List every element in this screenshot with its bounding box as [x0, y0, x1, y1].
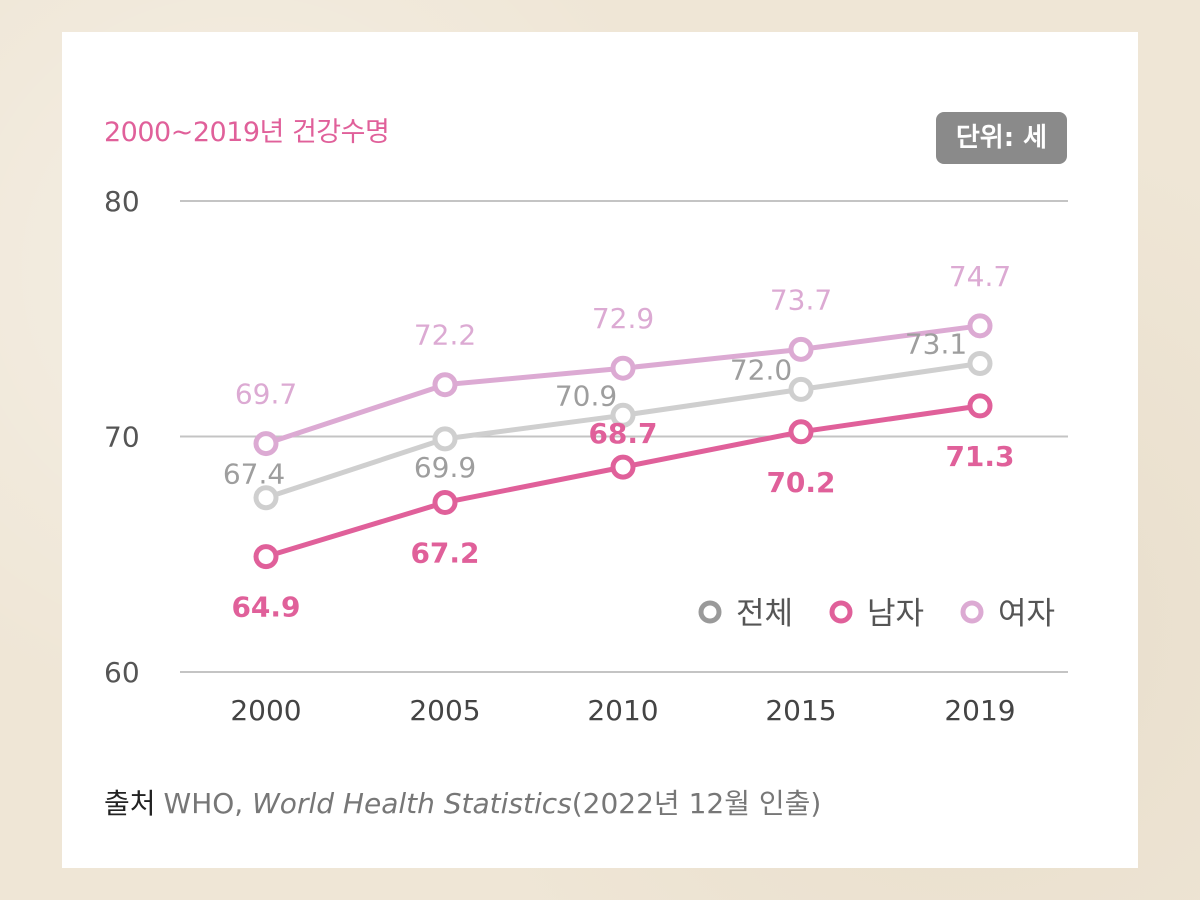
x-tick-label: 2019 — [944, 694, 1015, 727]
gridlines — [180, 200, 1068, 673]
data-label: 73.1 — [905, 327, 967, 360]
data-label: 73.7 — [770, 283, 832, 316]
x-tick-label: 2015 — [765, 694, 836, 727]
legend-label: 여자 — [998, 596, 1055, 632]
data-point — [610, 402, 636, 428]
data-label: 67.4 — [223, 458, 285, 491]
data-point — [253, 485, 279, 511]
data-label: 69.9 — [414, 451, 476, 484]
unit-badge: 단위: 세 — [936, 112, 1067, 164]
data-point — [788, 419, 814, 445]
data-point — [610, 355, 636, 381]
source-publication: World Health Statistics — [252, 787, 572, 820]
data-label: 72.2 — [414, 319, 476, 352]
y-tick-label: 60 — [104, 656, 140, 689]
data-point — [432, 489, 458, 515]
data-point — [432, 426, 458, 452]
source-org: WHO, — [163, 787, 244, 820]
data-point — [253, 431, 279, 457]
legend: 전체 남자 여자 — [698, 596, 1055, 632]
data-label: 72.9 — [592, 302, 654, 335]
x-tick-label: 2010 — [587, 694, 658, 727]
data-label: 68.7 — [588, 417, 657, 450]
data-label: 70.2 — [766, 466, 835, 499]
data-point — [788, 336, 814, 362]
source-date: (2022년 12월 인출) — [571, 787, 822, 820]
data-point — [967, 393, 993, 419]
data-label: 70.9 — [555, 379, 617, 412]
data-point — [788, 376, 814, 402]
data-point — [967, 313, 993, 339]
chart-card — [62, 32, 1138, 868]
legend-marker — [829, 600, 853, 624]
data-label: 72.0 — [730, 353, 792, 386]
data-label: 64.9 — [231, 591, 300, 624]
y-tick-label: 80 — [104, 185, 140, 218]
x-tick-label: 2000 — [230, 694, 301, 727]
data-label: 71.3 — [945, 440, 1014, 473]
legend-label: 남자 — [867, 596, 924, 632]
x-tick-label: 2005 — [409, 694, 480, 727]
data-point — [610, 454, 636, 480]
data-point — [432, 372, 458, 398]
chart-title: 2000~2019년 건강수명 — [104, 117, 390, 148]
y-tick-label: 70 — [104, 421, 140, 454]
data-label: 67.2 — [410, 536, 479, 569]
legend-marker — [960, 600, 984, 624]
source-line: 출처 WHO, World Health Statistics(2022년 12월… — [104, 782, 821, 822]
data-label: 69.7 — [235, 378, 297, 411]
source-label: 출처 — [104, 787, 156, 820]
legend-marker — [698, 600, 722, 624]
series-points — [253, 313, 993, 570]
data-point — [967, 350, 993, 376]
data-labels: 69.7 72.2 72.9 73.7 74.7 67.4 69.9 70.9 72.0 73.1… — [223, 260, 1015, 624]
data-label: 74.7 — [949, 260, 1011, 293]
data-point — [253, 544, 279, 570]
legend-label: 전체 — [736, 596, 793, 632]
axis-labels: 60 70 80 2000 2005 2010 2015 2019 — [104, 185, 1016, 727]
